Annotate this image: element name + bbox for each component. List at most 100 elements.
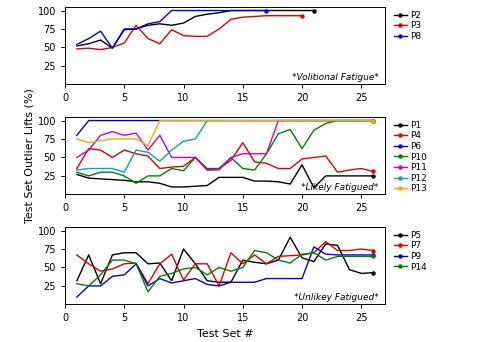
P13 bbox=[276, 119, 281, 123]
P5 bbox=[228, 280, 234, 284]
P12 bbox=[276, 119, 281, 123]
P13 bbox=[299, 119, 305, 123]
Line: P2: P2 bbox=[76, 9, 316, 50]
P9 bbox=[145, 284, 151, 288]
P13 bbox=[168, 119, 174, 123]
P4 bbox=[322, 154, 328, 158]
P4 bbox=[370, 169, 376, 173]
P7 bbox=[145, 282, 151, 286]
P13 bbox=[240, 119, 246, 123]
P13 bbox=[204, 119, 210, 123]
P2 bbox=[98, 38, 103, 42]
P11 bbox=[322, 119, 328, 123]
P4 bbox=[299, 157, 305, 161]
P4 bbox=[334, 170, 340, 174]
P7 bbox=[370, 248, 376, 252]
P6 bbox=[346, 119, 352, 123]
P11 bbox=[204, 168, 210, 172]
P6 bbox=[299, 119, 305, 123]
P5 bbox=[216, 280, 222, 284]
P6 bbox=[287, 119, 293, 123]
P13 bbox=[358, 119, 364, 123]
P1 bbox=[133, 180, 139, 184]
P13 bbox=[322, 119, 328, 123]
P14 bbox=[86, 284, 91, 288]
P7 bbox=[228, 251, 234, 255]
P4 bbox=[110, 155, 116, 159]
P12 bbox=[192, 137, 198, 141]
P14 bbox=[276, 258, 281, 262]
P8 bbox=[74, 42, 80, 47]
P9 bbox=[358, 253, 364, 257]
P8 bbox=[110, 46, 116, 50]
P2 bbox=[264, 9, 270, 13]
P4 bbox=[228, 158, 234, 162]
P2 bbox=[86, 42, 91, 46]
P11 bbox=[299, 119, 305, 123]
P7 bbox=[216, 284, 222, 288]
P6 bbox=[322, 119, 328, 123]
P8 bbox=[216, 9, 222, 13]
P14 bbox=[252, 248, 258, 252]
P11 bbox=[74, 155, 80, 159]
P5 bbox=[299, 256, 305, 260]
X-axis label: Test Set #: Test Set # bbox=[196, 329, 254, 339]
P5 bbox=[110, 253, 116, 257]
P4 bbox=[157, 167, 163, 171]
P12 bbox=[98, 167, 103, 171]
P1 bbox=[157, 181, 163, 185]
P4 bbox=[358, 167, 364, 171]
Text: *Unlikey Fatigued*: *Unlikey Fatigued* bbox=[294, 293, 378, 302]
P13 bbox=[110, 137, 116, 141]
P9 bbox=[98, 284, 103, 288]
P11 bbox=[168, 155, 174, 159]
P9 bbox=[299, 276, 305, 280]
P4 bbox=[264, 161, 270, 166]
P4 bbox=[192, 155, 198, 159]
P6 bbox=[168, 119, 174, 123]
P4 bbox=[74, 167, 80, 171]
P8 bbox=[86, 37, 91, 41]
P3 bbox=[240, 15, 246, 19]
P11 bbox=[228, 155, 234, 159]
P1 bbox=[98, 177, 103, 181]
P7 bbox=[86, 262, 91, 266]
P6 bbox=[240, 119, 246, 123]
P7 bbox=[311, 251, 317, 255]
P11 bbox=[157, 133, 163, 137]
P1 bbox=[358, 174, 364, 178]
P2 bbox=[74, 44, 80, 48]
P13 bbox=[192, 119, 198, 123]
P3 bbox=[276, 14, 281, 18]
P13 bbox=[311, 119, 317, 123]
P14 bbox=[192, 265, 198, 269]
P3 bbox=[192, 34, 198, 38]
P7 bbox=[276, 254, 281, 259]
P6 bbox=[180, 119, 186, 123]
P3 bbox=[168, 28, 174, 32]
P14 bbox=[228, 269, 234, 273]
Y-axis label: Test Set Outlier Lifts (%): Test Set Outlier Lifts (%) bbox=[25, 88, 35, 223]
P7 bbox=[157, 262, 163, 266]
P11 bbox=[110, 130, 116, 134]
P9 bbox=[287, 276, 293, 280]
P11 bbox=[358, 119, 364, 123]
P3 bbox=[228, 17, 234, 22]
P2 bbox=[168, 23, 174, 27]
P11 bbox=[192, 155, 198, 159]
P3 bbox=[110, 45, 116, 50]
P11 bbox=[216, 168, 222, 172]
P12 bbox=[287, 119, 293, 123]
P14 bbox=[287, 261, 293, 265]
P13 bbox=[346, 119, 352, 123]
P2 bbox=[192, 14, 198, 18]
P6 bbox=[311, 119, 317, 123]
P7 bbox=[98, 269, 103, 273]
P5 bbox=[276, 258, 281, 262]
P3 bbox=[299, 14, 305, 18]
P10 bbox=[204, 167, 210, 171]
P5 bbox=[192, 262, 198, 266]
P13 bbox=[228, 119, 234, 123]
P8 bbox=[192, 9, 198, 13]
P12 bbox=[168, 148, 174, 152]
